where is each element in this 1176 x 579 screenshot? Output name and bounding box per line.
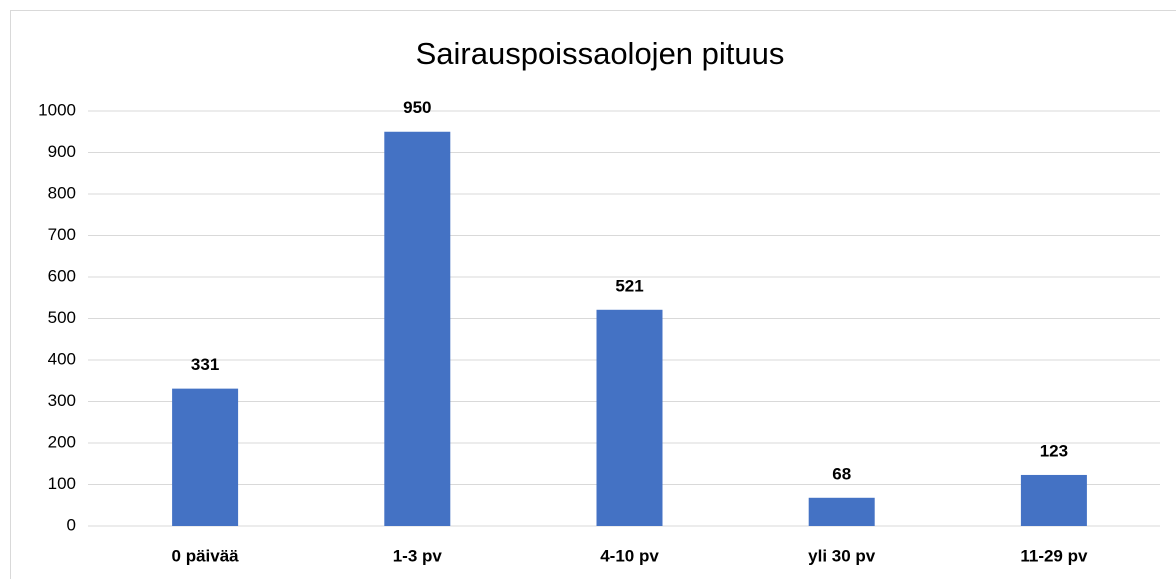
data-label: 331 xyxy=(191,355,219,374)
bar xyxy=(1020,474,1087,526)
x-tick-label: yli 30 pv xyxy=(808,546,876,565)
y-tick-label: 500 xyxy=(48,308,76,327)
y-tick-label: 0 xyxy=(67,515,76,534)
x-tick-label: 0 päivää xyxy=(172,546,240,565)
y-tick-label: 200 xyxy=(48,432,76,451)
data-label: 950 xyxy=(403,98,431,117)
y-tick-label: 600 xyxy=(48,266,76,285)
data-label: 123 xyxy=(1040,441,1068,460)
bar xyxy=(808,497,875,526)
data-label: 68 xyxy=(832,464,851,483)
bar xyxy=(172,388,239,526)
y-tick-label: 700 xyxy=(48,225,76,244)
y-tick-label: 100 xyxy=(48,474,76,493)
y-tick-label: 800 xyxy=(48,183,76,202)
y-tick-label: 300 xyxy=(48,391,76,410)
y-tick-label: 900 xyxy=(48,142,76,161)
data-label: 521 xyxy=(615,276,643,295)
y-tick-label: 1000 xyxy=(38,100,76,119)
x-tick-label: 11-29 pv xyxy=(1020,546,1088,565)
bar xyxy=(384,131,451,526)
y-tick-label: 400 xyxy=(48,349,76,368)
x-tick-label: 4-10 pv xyxy=(600,546,659,565)
chart-title: Sairauspoissaolojen pituus xyxy=(416,36,785,71)
bar xyxy=(596,309,663,526)
x-tick-label: 1-3 pv xyxy=(393,546,443,565)
